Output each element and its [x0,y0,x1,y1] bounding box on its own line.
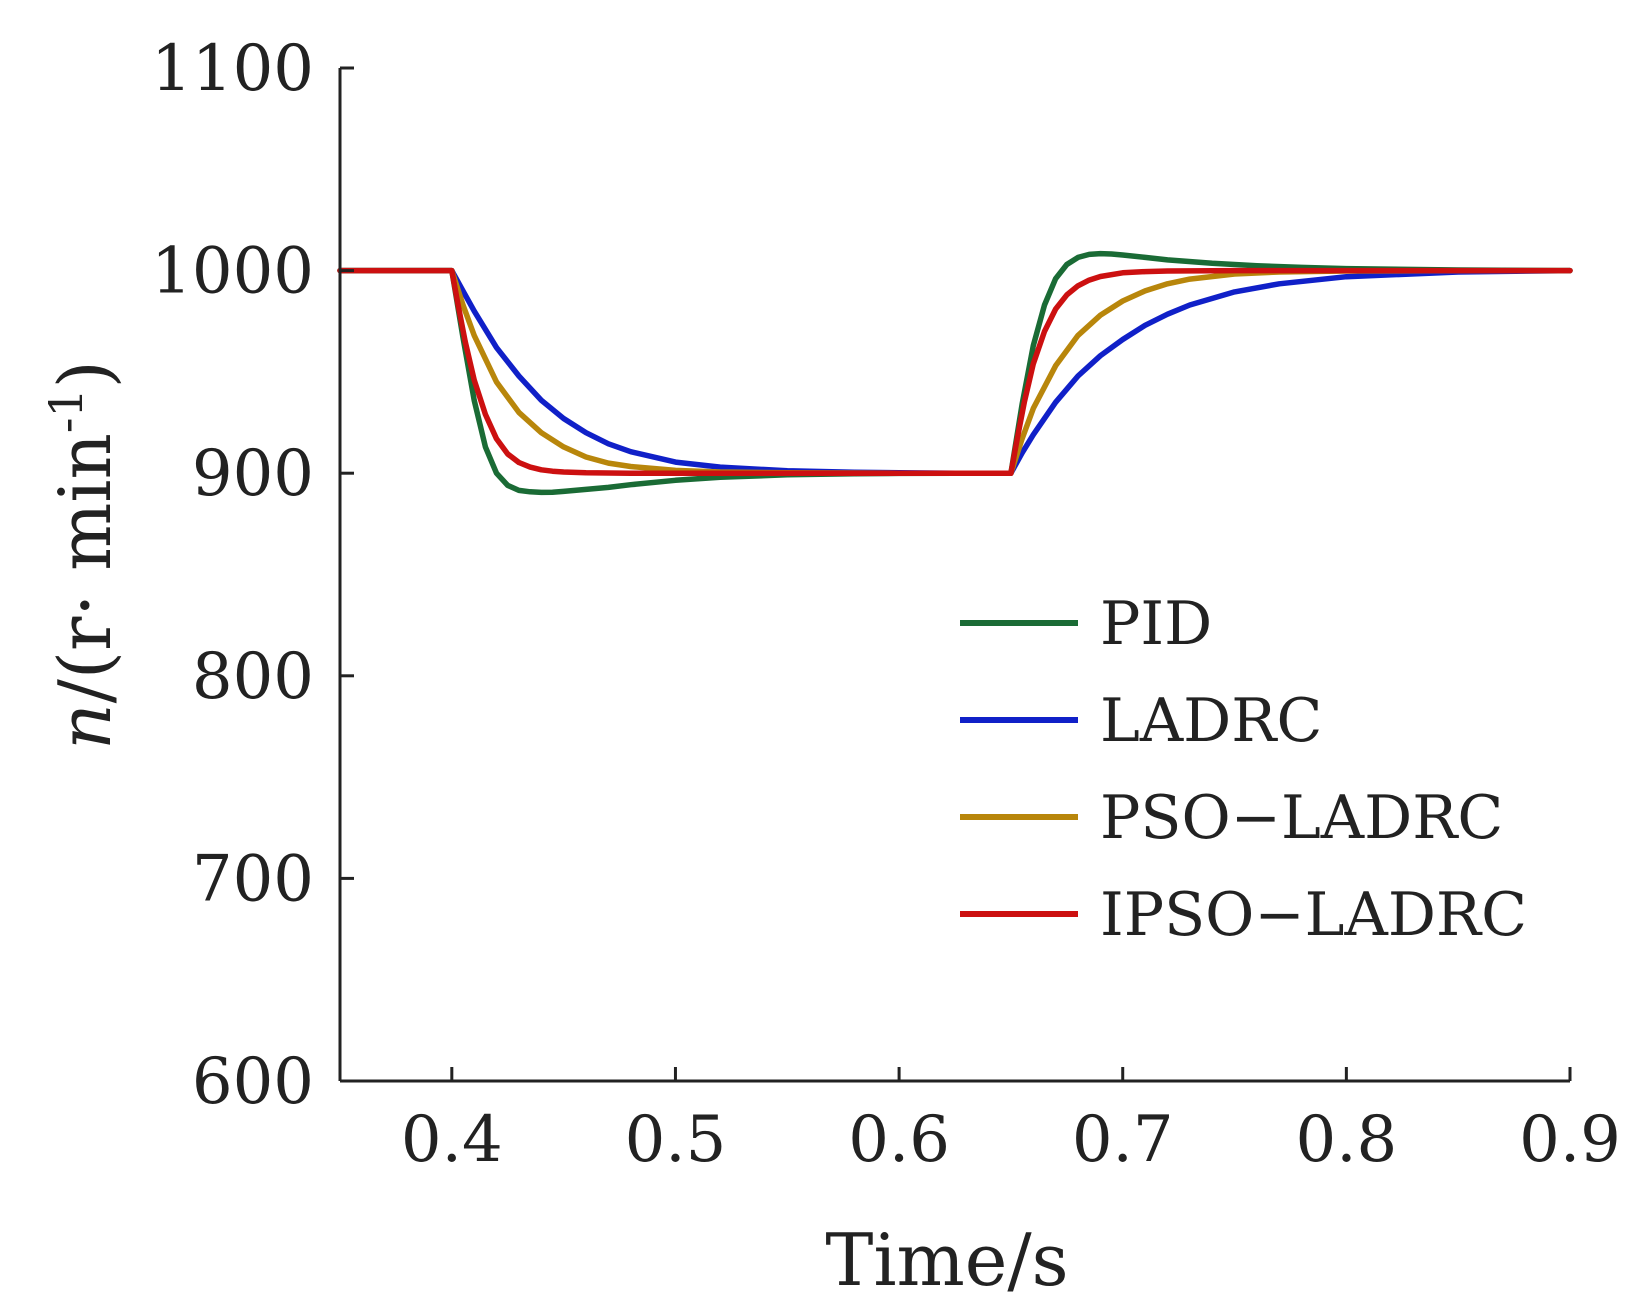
x-tick-label: 0.6 [848,1103,950,1177]
series-line-pso-ladrc [337,267,1573,476]
y-tick-label: 600 [192,1045,314,1119]
x-tick-label: 0.5 [625,1103,727,1177]
x-ticks: 0.4 0.5 0.6 0.7 0.8 0.9 [401,1067,1621,1177]
series-line-pid [337,250,1573,496]
y-tick-label: 1000 [151,235,314,309]
y-ticks: 600 700 800 900 1000 1100 [151,32,354,1119]
axes [338,68,1570,1083]
series-line-ipso-ladrc [337,267,1573,476]
x-tick-label: 0.7 [1072,1103,1174,1177]
y-tick-label: 1100 [151,32,314,106]
y-axis-title-variable: n [43,703,127,749]
y-axis-title-exponent: -1 [39,388,93,433]
y-axis-title-unit: /(r· min [43,433,127,703]
legend-label: IPSO−LADRC [1100,880,1527,950]
x-tick-label: 0.4 [401,1103,503,1177]
series-layer [337,250,1573,496]
legend: PID LADRC PSO−LADRC IPSO−LADRC [960,589,1527,950]
legend-label: PID [1100,589,1212,659]
x-tick-label: 0.9 [1519,1103,1621,1177]
series-line-ladrc [337,267,1573,476]
legend-label: LADRC [1100,686,1322,756]
y-tick-label: 900 [192,437,314,511]
y-tick-label: 700 [192,842,314,916]
x-tick-label: 0.8 [1295,1103,1397,1177]
legend-label: PSO−LADRC [1100,783,1503,853]
y-axis-title: n/(r· min-1) [39,360,127,750]
x-axis-title: Time/s [825,1218,1068,1302]
y-tick-label: 800 [192,640,314,714]
y-axis-title-close: ) [43,360,127,388]
